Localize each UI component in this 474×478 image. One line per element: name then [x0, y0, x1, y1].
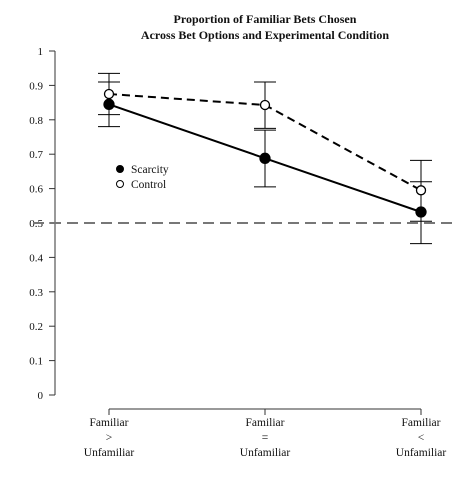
legend-marker [116, 180, 124, 188]
legend-label: Scarcity [131, 164, 169, 176]
y-tick-label: 0.6 [29, 184, 43, 196]
data-point [259, 152, 271, 164]
x-tick-label: Unfamiliar [240, 447, 291, 459]
chart-title: Proportion of Familiar Bets Chosen Acros… [141, 12, 389, 42]
y-tick-label: 0.2 [29, 321, 43, 333]
x-tick-label: = [262, 432, 269, 444]
y-axis: 00.10.20.30.40.50.60.70.80.91 [29, 46, 56, 402]
x-tick-label: > [106, 432, 113, 444]
x-tick-label: Familiar [402, 417, 441, 429]
x-tick-label: Familiar [90, 417, 129, 429]
y-tick-label: 0.9 [29, 80, 43, 92]
x-tick-label: < [418, 432, 425, 444]
legend: Scarcity Control [116, 164, 169, 191]
y-tick-label: 0.8 [29, 115, 43, 127]
data-point [415, 185, 427, 196]
chart-title-line-1: Proportion of Familiar Bets Chosen [174, 12, 357, 26]
data-point [103, 98, 115, 110]
y-tick-label: 0 [38, 390, 44, 402]
data-point [259, 99, 271, 111]
y-tick-label: 1 [38, 46, 44, 58]
legend-label: Control [131, 179, 166, 191]
x-tick-label: Unfamiliar [84, 447, 135, 459]
data-point [103, 88, 115, 100]
x-tick-label: Familiar [246, 417, 285, 429]
series-layer [103, 88, 427, 218]
y-tick-label: 0.3 [29, 287, 43, 299]
data-point [415, 206, 427, 218]
x-tick-label: Unfamiliar [396, 447, 447, 459]
chart-title-line-2: Across Bet Options and Experimental Cond… [141, 28, 389, 42]
y-tick-label: 0.7 [29, 149, 43, 161]
x-axis: Familiar > Unfamiliar Familiar = Unfamiliar Fa… [84, 408, 447, 459]
y-tick-label: 0.1 [29, 356, 43, 368]
y-tick-label: 0.4 [29, 252, 43, 264]
legend-marker [116, 165, 124, 173]
